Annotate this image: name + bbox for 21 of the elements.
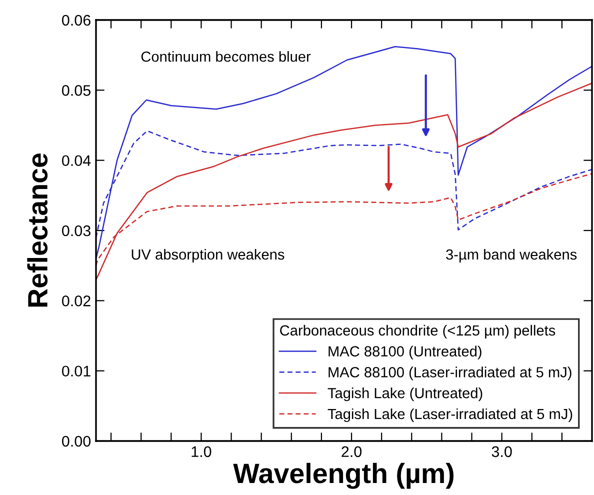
x-tick-label: 2.0 xyxy=(342,446,362,458)
x-tick-label: 3.0 xyxy=(492,446,512,458)
legend-label: MAC 88100 (Laser-irradiated at 5 mJ) xyxy=(328,366,572,380)
y-tick-label: 0.02 xyxy=(62,296,90,306)
line-series xyxy=(96,82,592,280)
legend-label: Tagish Lake (Untreated) xyxy=(328,388,482,402)
y-tick-label: 0.04 xyxy=(62,155,91,166)
y-tick-label: 0.06 xyxy=(62,14,90,26)
annotation: 3-µm band weakens xyxy=(446,248,577,263)
annotation: UV absorption weakens xyxy=(132,248,284,263)
x-tick-label: 1.0 xyxy=(192,446,212,458)
y-tick-label: 0.05 xyxy=(62,85,90,96)
y-tick-label: 0.01 xyxy=(62,366,90,377)
legend-label: MAC 88100 (Untreated) xyxy=(328,346,482,360)
x-axis-title: Wavelength (µm) xyxy=(233,462,454,489)
annotation: Continuum becomes bluer xyxy=(141,51,311,62)
legend-label: Tagish Lake (Laser-irradiated at 5 mJ) xyxy=(328,408,572,422)
y-tick-label: 0.03 xyxy=(62,225,90,236)
y-axis-title: Reflectance xyxy=(27,153,48,307)
legend-title: Carbonaceous chondrite (<125 µm) pellets xyxy=(280,324,556,338)
y-tick-label: 0.00 xyxy=(62,436,91,447)
